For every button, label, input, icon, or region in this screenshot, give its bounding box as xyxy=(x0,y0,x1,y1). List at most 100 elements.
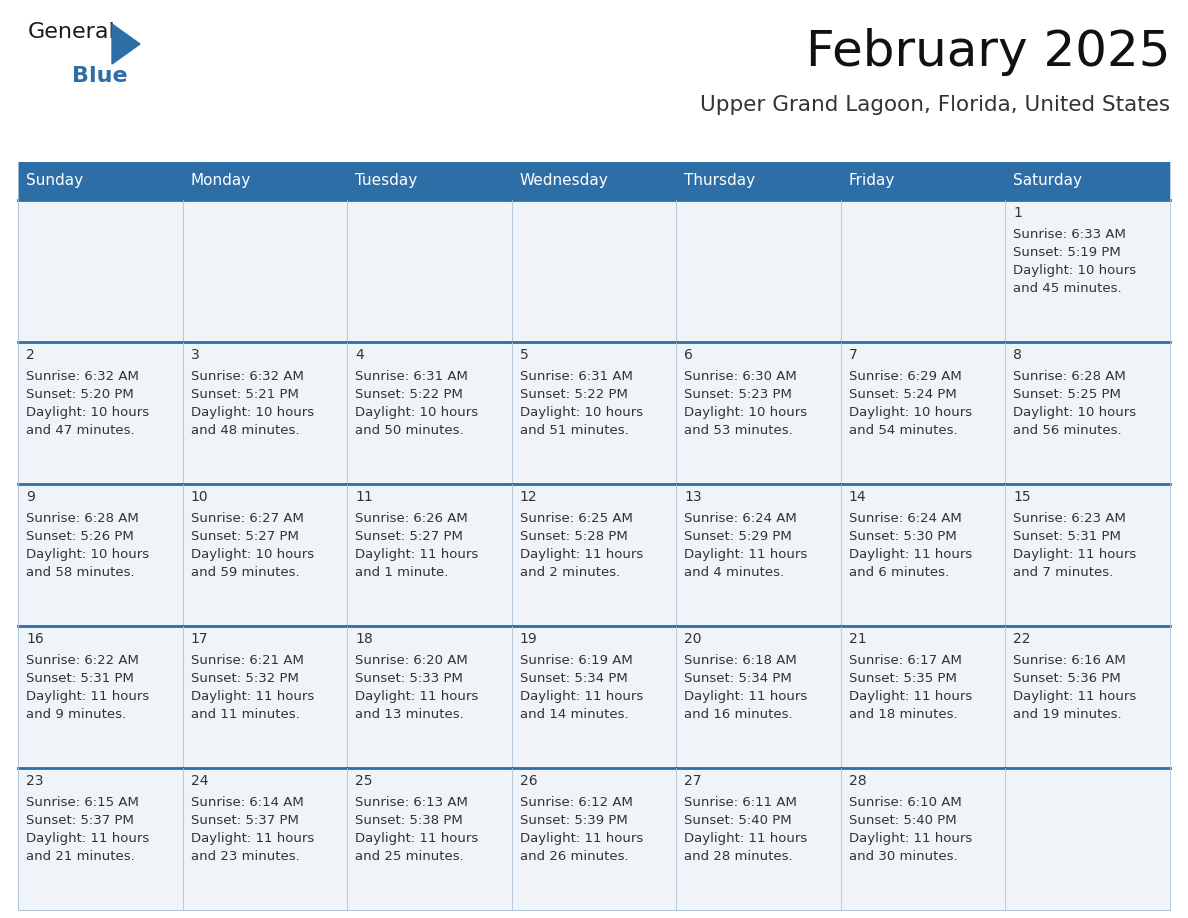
Text: Sunrise: 6:23 AM: Sunrise: 6:23 AM xyxy=(1013,512,1126,525)
Text: Daylight: 10 hours: Daylight: 10 hours xyxy=(26,548,150,561)
Bar xyxy=(676,162,841,200)
Text: Sunset: 5:28 PM: Sunset: 5:28 PM xyxy=(519,530,627,543)
Text: Sunset: 5:27 PM: Sunset: 5:27 PM xyxy=(190,530,298,543)
Bar xyxy=(512,162,676,200)
Text: and 26 minutes.: and 26 minutes. xyxy=(519,850,628,863)
Text: Daylight: 10 hours: Daylight: 10 hours xyxy=(355,406,479,419)
Bar xyxy=(841,626,1005,768)
Bar xyxy=(1005,162,1170,200)
Text: Sunrise: 6:28 AM: Sunrise: 6:28 AM xyxy=(26,512,139,525)
Text: Daylight: 10 hours: Daylight: 10 hours xyxy=(519,406,643,419)
Text: and 28 minutes.: and 28 minutes. xyxy=(684,850,792,863)
Text: Sunrise: 6:24 AM: Sunrise: 6:24 AM xyxy=(849,512,961,525)
Text: 18: 18 xyxy=(355,632,373,646)
Bar xyxy=(347,162,512,200)
Text: and 2 minutes.: and 2 minutes. xyxy=(519,566,620,579)
Text: 23: 23 xyxy=(26,774,44,788)
Text: Friday: Friday xyxy=(849,174,896,188)
Polygon shape xyxy=(112,24,140,64)
Text: and 56 minutes.: and 56 minutes. xyxy=(1013,424,1121,437)
Text: Daylight: 11 hours: Daylight: 11 hours xyxy=(849,690,972,703)
Text: Sunrise: 6:24 AM: Sunrise: 6:24 AM xyxy=(684,512,797,525)
Text: 7: 7 xyxy=(849,348,858,362)
Text: and 45 minutes.: and 45 minutes. xyxy=(1013,282,1121,295)
Text: Sunrise: 6:19 AM: Sunrise: 6:19 AM xyxy=(519,654,632,667)
Bar xyxy=(676,768,841,910)
Bar xyxy=(347,342,512,484)
Text: Blue: Blue xyxy=(72,66,127,86)
Text: and 30 minutes.: and 30 minutes. xyxy=(849,850,958,863)
Text: Sunrise: 6:18 AM: Sunrise: 6:18 AM xyxy=(684,654,797,667)
Text: and 11 minutes.: and 11 minutes. xyxy=(190,708,299,721)
Text: Sunrise: 6:15 AM: Sunrise: 6:15 AM xyxy=(26,796,139,809)
Bar xyxy=(841,200,1005,342)
Text: Sunset: 5:29 PM: Sunset: 5:29 PM xyxy=(684,530,792,543)
Bar xyxy=(347,768,512,910)
Text: Sunrise: 6:11 AM: Sunrise: 6:11 AM xyxy=(684,796,797,809)
Text: Daylight: 10 hours: Daylight: 10 hours xyxy=(190,406,314,419)
Text: Sunrise: 6:14 AM: Sunrise: 6:14 AM xyxy=(190,796,303,809)
Text: and 51 minutes.: and 51 minutes. xyxy=(519,424,628,437)
Text: Sunset: 5:40 PM: Sunset: 5:40 PM xyxy=(849,814,956,827)
Text: February 2025: February 2025 xyxy=(805,28,1170,76)
Text: 17: 17 xyxy=(190,632,208,646)
Text: 3: 3 xyxy=(190,348,200,362)
Bar xyxy=(18,484,183,626)
Text: Sunset: 5:21 PM: Sunset: 5:21 PM xyxy=(190,388,298,401)
Text: Sunrise: 6:17 AM: Sunrise: 6:17 AM xyxy=(849,654,962,667)
Text: Sunset: 5:23 PM: Sunset: 5:23 PM xyxy=(684,388,792,401)
Text: Daylight: 11 hours: Daylight: 11 hours xyxy=(684,548,808,561)
Text: Daylight: 11 hours: Daylight: 11 hours xyxy=(190,690,314,703)
Text: Sunset: 5:35 PM: Sunset: 5:35 PM xyxy=(849,672,956,685)
Bar xyxy=(183,200,347,342)
Text: and 48 minutes.: and 48 minutes. xyxy=(190,424,299,437)
Text: Daylight: 11 hours: Daylight: 11 hours xyxy=(355,690,479,703)
Text: Sunrise: 6:31 AM: Sunrise: 6:31 AM xyxy=(355,370,468,383)
Text: 20: 20 xyxy=(684,632,702,646)
Text: Daylight: 10 hours: Daylight: 10 hours xyxy=(190,548,314,561)
Bar xyxy=(183,342,347,484)
Text: Sunset: 5:24 PM: Sunset: 5:24 PM xyxy=(849,388,956,401)
Text: Sunset: 5:34 PM: Sunset: 5:34 PM xyxy=(684,672,792,685)
Text: Daylight: 10 hours: Daylight: 10 hours xyxy=(26,406,150,419)
Bar xyxy=(347,200,512,342)
Text: Sunrise: 6:10 AM: Sunrise: 6:10 AM xyxy=(849,796,961,809)
Text: 4: 4 xyxy=(355,348,364,362)
Text: and 7 minutes.: and 7 minutes. xyxy=(1013,566,1113,579)
Bar xyxy=(18,200,183,342)
Bar xyxy=(841,768,1005,910)
Text: Sunset: 5:37 PM: Sunset: 5:37 PM xyxy=(26,814,134,827)
Bar xyxy=(676,200,841,342)
Text: Saturday: Saturday xyxy=(1013,174,1082,188)
Text: 24: 24 xyxy=(190,774,208,788)
Text: Daylight: 11 hours: Daylight: 11 hours xyxy=(26,690,150,703)
Text: and 18 minutes.: and 18 minutes. xyxy=(849,708,958,721)
Text: and 47 minutes.: and 47 minutes. xyxy=(26,424,134,437)
Text: Daylight: 11 hours: Daylight: 11 hours xyxy=(1013,690,1137,703)
Text: 16: 16 xyxy=(26,632,44,646)
Text: Sunrise: 6:28 AM: Sunrise: 6:28 AM xyxy=(1013,370,1126,383)
Text: 13: 13 xyxy=(684,490,702,504)
Bar xyxy=(183,768,347,910)
Text: Sunset: 5:20 PM: Sunset: 5:20 PM xyxy=(26,388,134,401)
Text: 1: 1 xyxy=(1013,206,1023,220)
Text: 10: 10 xyxy=(190,490,208,504)
Text: Sunset: 5:33 PM: Sunset: 5:33 PM xyxy=(355,672,463,685)
Text: Sunrise: 6:13 AM: Sunrise: 6:13 AM xyxy=(355,796,468,809)
Text: Daylight: 11 hours: Daylight: 11 hours xyxy=(355,832,479,845)
Text: Sunset: 5:30 PM: Sunset: 5:30 PM xyxy=(849,530,956,543)
Text: Sunset: 5:31 PM: Sunset: 5:31 PM xyxy=(1013,530,1121,543)
Bar xyxy=(841,162,1005,200)
Bar xyxy=(676,342,841,484)
Text: and 4 minutes.: and 4 minutes. xyxy=(684,566,784,579)
Text: Daylight: 11 hours: Daylight: 11 hours xyxy=(355,548,479,561)
Text: Sunrise: 6:16 AM: Sunrise: 6:16 AM xyxy=(1013,654,1126,667)
Text: and 53 minutes.: and 53 minutes. xyxy=(684,424,794,437)
Text: 27: 27 xyxy=(684,774,702,788)
Text: Sunrise: 6:12 AM: Sunrise: 6:12 AM xyxy=(519,796,632,809)
Text: Sunset: 5:25 PM: Sunset: 5:25 PM xyxy=(1013,388,1121,401)
Text: Sunrise: 6:27 AM: Sunrise: 6:27 AM xyxy=(190,512,303,525)
Bar xyxy=(676,626,841,768)
Text: Daylight: 11 hours: Daylight: 11 hours xyxy=(684,690,808,703)
Bar xyxy=(841,342,1005,484)
